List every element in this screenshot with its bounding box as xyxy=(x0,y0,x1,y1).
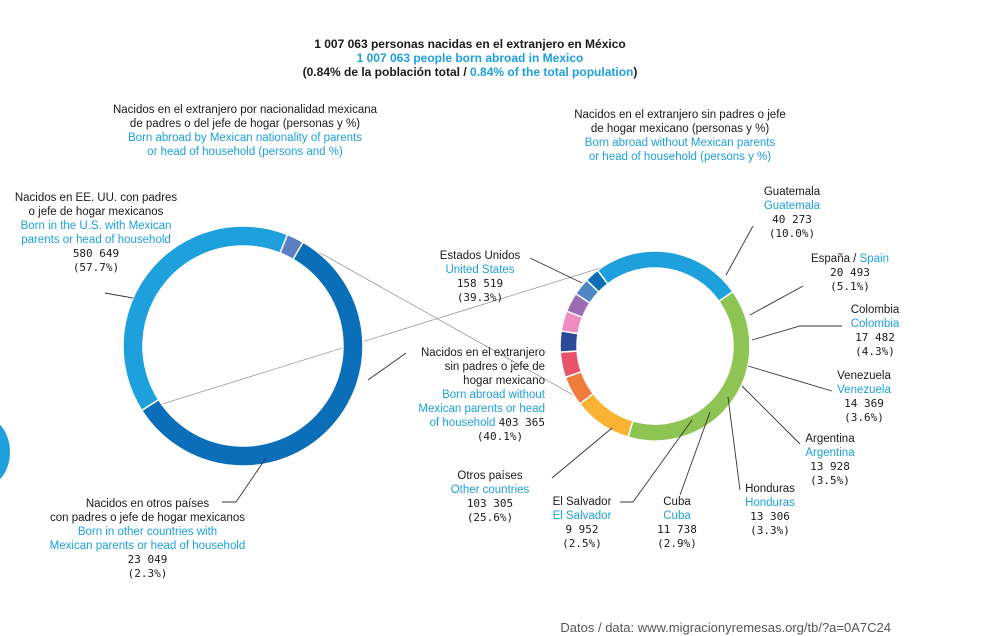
leader-colombia xyxy=(751,325,842,341)
label-estados-unidos: Estados Unidos United States 158 519 (39… xyxy=(439,250,521,304)
leader-estados-unidos xyxy=(529,257,583,284)
leader-lines xyxy=(104,225,842,503)
right-donut-chart xyxy=(559,250,751,442)
leader-espana xyxy=(749,285,804,316)
title-es: 1 007 063 personas nacidas en el extranj… xyxy=(314,37,626,51)
leader-otros-paises xyxy=(551,427,613,479)
title-en: 1 007 063 people born abroad in Mexico xyxy=(356,51,584,65)
label-honduras: Honduras Honduras 13 306 (3.3%) xyxy=(745,483,795,537)
leader-cuba xyxy=(679,411,711,496)
label-cuba: Cuba Cuba 11 738 (2.9%) xyxy=(657,496,697,550)
label-other-countries-mexican-parents: Nacidos en otros países con padres o jef… xyxy=(49,498,246,580)
slice-venezuela xyxy=(559,330,579,353)
decorative-circle xyxy=(0,418,10,486)
leader-el-salvador xyxy=(620,419,693,503)
label-colombia: Colombia Colombia 17 482 (4.3%) xyxy=(850,304,900,358)
label-guatemala: Guatemala Guatemala 40 273 (10.0%) xyxy=(763,186,821,240)
leader-honduras xyxy=(727,396,741,491)
left-donut-chart xyxy=(122,225,364,467)
data-source: Datos / data: www.migracionyremesas.org/… xyxy=(560,620,891,635)
leader-guatemala xyxy=(725,225,754,276)
slice-otros-paises xyxy=(596,250,734,303)
slice-estados-unidos xyxy=(627,290,751,442)
leader-other xyxy=(222,457,267,503)
title-pct: (0.84% de la población total / 0.84% of … xyxy=(302,65,638,79)
label-without-mexican-parents: Nacidos en el extranjero sin padres o je… xyxy=(418,347,545,443)
leader-us xyxy=(104,292,134,299)
label-venezuela: Venezuela Venezuela 14 369 (3.6%) xyxy=(837,370,891,424)
label-us-mexican-parents: Nacidos en EE. UU. con padres o jefe de … xyxy=(14,192,178,274)
connector-line-top xyxy=(141,250,656,411)
leader-without xyxy=(367,352,407,381)
leader-argentina xyxy=(741,385,801,445)
slice-nacidos-en-ee-uu-con-padres-o-jefe-de-hogar-mexicanos xyxy=(140,241,364,467)
label-otros-paises: Otros países Other countries 103 305 (25… xyxy=(450,470,530,524)
right-chart-title: Nacidos en el extranjero sin padres o je… xyxy=(574,109,786,163)
slice-guatemala xyxy=(578,392,634,439)
label-el-salvador: El Salvador El Salvador 9 952 (2.5%) xyxy=(552,496,612,550)
left-chart-title: Nacidos en el extranjero por nacionalida… xyxy=(112,104,378,158)
label-argentina: Argentina Argentina 13 928 (3.5%) xyxy=(805,433,855,487)
slice-nacidos-en-otros-paises-con-padres-o-jefe-de-hogar-mexicanos xyxy=(279,233,305,261)
page-title: 1 007 063 personas nacidas en el extranj… xyxy=(0,37,940,79)
slice-colombia xyxy=(559,350,583,379)
label-espana: España / Spain 20 493 (5.1%) xyxy=(810,253,889,293)
leader-venezuela xyxy=(747,365,833,392)
